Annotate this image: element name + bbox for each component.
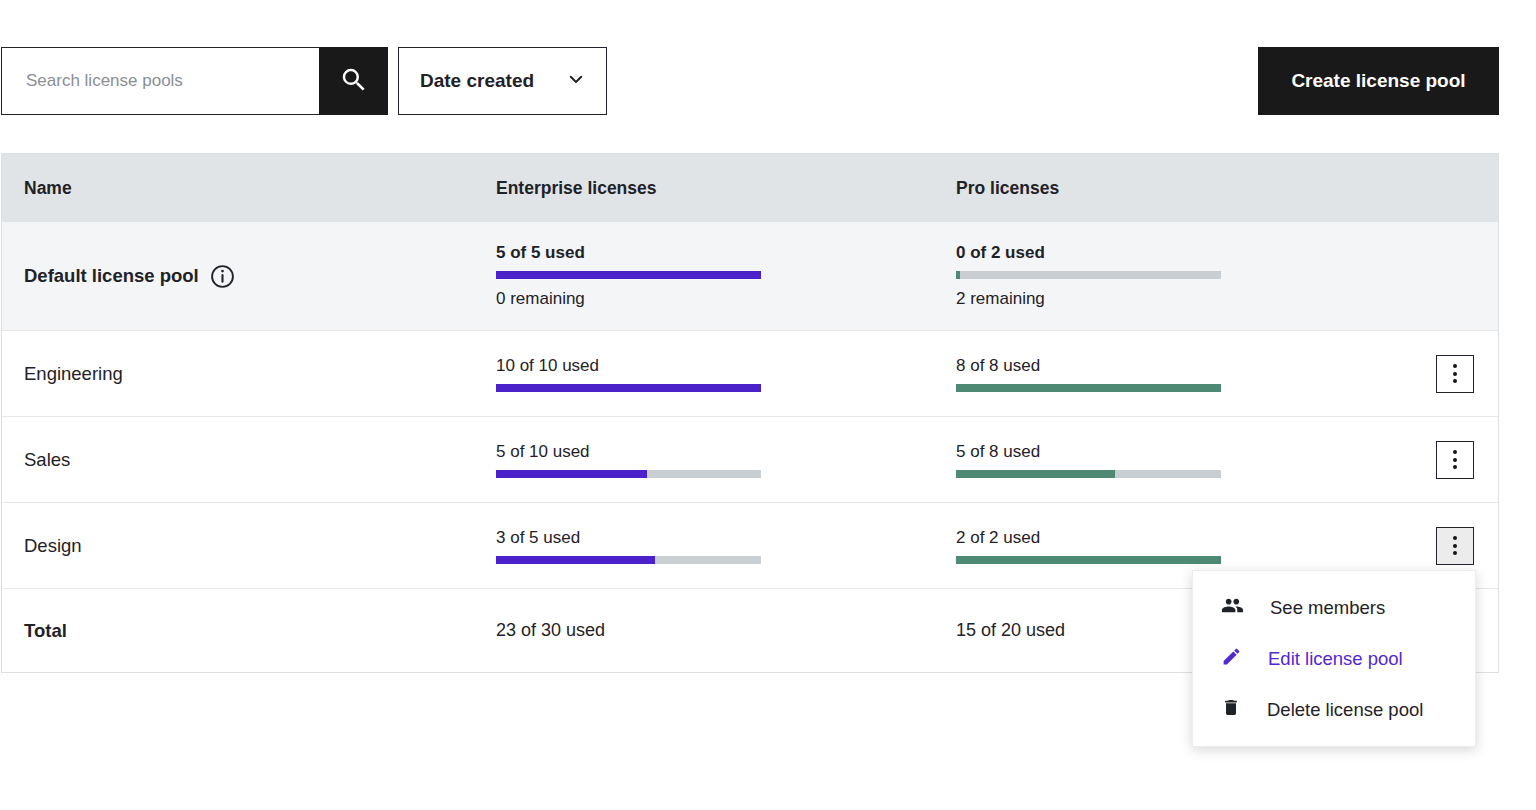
- pro-licenses-cell: 0 of 2 used 2 remaining: [956, 222, 1498, 330]
- pool-name-label: Engineering: [24, 363, 123, 385]
- people-icon: [1221, 594, 1244, 622]
- usage-progress-fill: [496, 384, 761, 392]
- kebab-dot: [1453, 379, 1457, 383]
- usage-label: 3 of 5 used: [496, 528, 580, 548]
- usage-label: 10 of 10 used: [496, 356, 599, 376]
- usage-progress-bar: [956, 470, 1221, 478]
- toolbar: Date created Create license pool: [1, 47, 1499, 115]
- search-group: [1, 47, 388, 115]
- column-header-name: Name: [2, 178, 496, 199]
- kebab-dot: [1453, 372, 1457, 376]
- enterprise-licenses-cell: 3 of 5 used: [496, 503, 956, 588]
- usage-label: 5 of 10 used: [496, 442, 590, 462]
- table-row: Engineering 10 of 10 used 8 of 8 used: [2, 330, 1498, 416]
- context-menu-item-label: See members: [1270, 597, 1385, 619]
- search-icon: [339, 65, 369, 98]
- pencil-icon: [1221, 646, 1242, 672]
- table-row: Default license pool 5 of 5 used 0 remaini…: [2, 222, 1498, 330]
- chevron-down-icon: [567, 70, 585, 93]
- total-enterprise-cell: 23 of 30 used: [496, 589, 956, 672]
- column-header-enterprise: Enterprise licenses: [496, 178, 956, 199]
- usage-progress-fill: [496, 271, 761, 279]
- remaining-label: 0 remaining: [496, 289, 585, 309]
- search-button[interactable]: [319, 47, 388, 115]
- pool-name-label: Design: [24, 535, 82, 557]
- kebab-dot: [1453, 465, 1457, 469]
- pool-name-cell: Engineering: [2, 331, 496, 416]
- table-row: Sales 5 of 10 used 5 of 8 used: [2, 416, 1498, 502]
- usage-progress-fill: [956, 271, 960, 279]
- kebab-dot: [1453, 364, 1457, 368]
- context-menu-item[interactable]: See members: [1193, 582, 1475, 633]
- kebab-dot: [1453, 544, 1457, 548]
- total-enterprise-label: 23 of 30 used: [496, 620, 605, 641]
- usage-progress-bar: [496, 470, 761, 478]
- usage-progress-bar: [496, 384, 761, 392]
- sort-dropdown-label: Date created: [420, 70, 534, 92]
- remaining-label: 2 remaining: [956, 289, 1045, 309]
- usage-progress-fill: [496, 556, 655, 564]
- usage-progress-fill: [956, 556, 1221, 564]
- total-pro-label: 15 of 20 used: [956, 620, 1065, 641]
- kebab-dot: [1453, 458, 1457, 462]
- row-context-menu: See members Edit license pool Delete licen…: [1192, 570, 1476, 747]
- table-header-row: Name Enterprise licenses Pro licenses: [2, 154, 1498, 222]
- create-license-pool-button[interactable]: Create license pool: [1258, 47, 1499, 115]
- usage-progress-fill: [956, 384, 1221, 392]
- kebab-dot: [1453, 536, 1457, 540]
- pro-licenses-cell: 5 of 8 used: [956, 417, 1498, 502]
- usage-progress-bar: [956, 384, 1221, 392]
- row-overflow-menu-button[interactable]: [1436, 527, 1474, 565]
- usage-label: 0 of 2 used: [956, 243, 1045, 263]
- context-menu-item[interactable]: Delete license pool: [1193, 684, 1475, 735]
- trash-icon: [1221, 697, 1241, 723]
- total-name-cell: Total: [2, 589, 496, 672]
- pro-licenses-cell: 8 of 8 used: [956, 331, 1498, 416]
- row-overflow-menu-button[interactable]: [1436, 441, 1474, 479]
- usage-progress-fill: [956, 470, 1115, 478]
- usage-progress-bar: [496, 556, 761, 564]
- kebab-dot: [1453, 551, 1457, 555]
- search-input[interactable]: [1, 47, 319, 115]
- usage-progress-bar: [496, 271, 761, 279]
- row-overflow-menu-button[interactable]: [1436, 355, 1474, 393]
- usage-progress-bar: [956, 556, 1221, 564]
- enterprise-licenses-cell: 5 of 10 used: [496, 417, 956, 502]
- pool-name-label: Sales: [24, 449, 70, 471]
- usage-progress-bar: [956, 271, 1221, 279]
- pool-name-cell: Sales: [2, 417, 496, 502]
- sort-dropdown[interactable]: Date created: [398, 47, 607, 115]
- pool-name-label: Default license pool: [24, 265, 199, 287]
- enterprise-licenses-cell: 5 of 5 used 0 remaining: [496, 222, 956, 330]
- context-menu-item-label: Delete license pool: [1267, 699, 1423, 721]
- usage-label: 2 of 2 used: [956, 528, 1040, 548]
- info-icon[interactable]: [210, 264, 235, 289]
- usage-label: 5 of 8 used: [956, 442, 1040, 462]
- pool-name-cell: Default license pool: [2, 222, 496, 330]
- context-menu-item[interactable]: Edit license pool: [1193, 633, 1475, 684]
- usage-progress-fill: [496, 470, 647, 478]
- enterprise-licenses-cell: 10 of 10 used: [496, 331, 956, 416]
- column-header-pro: Pro licenses: [956, 178, 1498, 199]
- usage-label: 8 of 8 used: [956, 356, 1040, 376]
- kebab-dot: [1453, 450, 1457, 454]
- usage-label: 5 of 5 used: [496, 243, 585, 263]
- pool-name-cell: Design: [2, 503, 496, 588]
- context-menu-item-label: Edit license pool: [1268, 648, 1403, 670]
